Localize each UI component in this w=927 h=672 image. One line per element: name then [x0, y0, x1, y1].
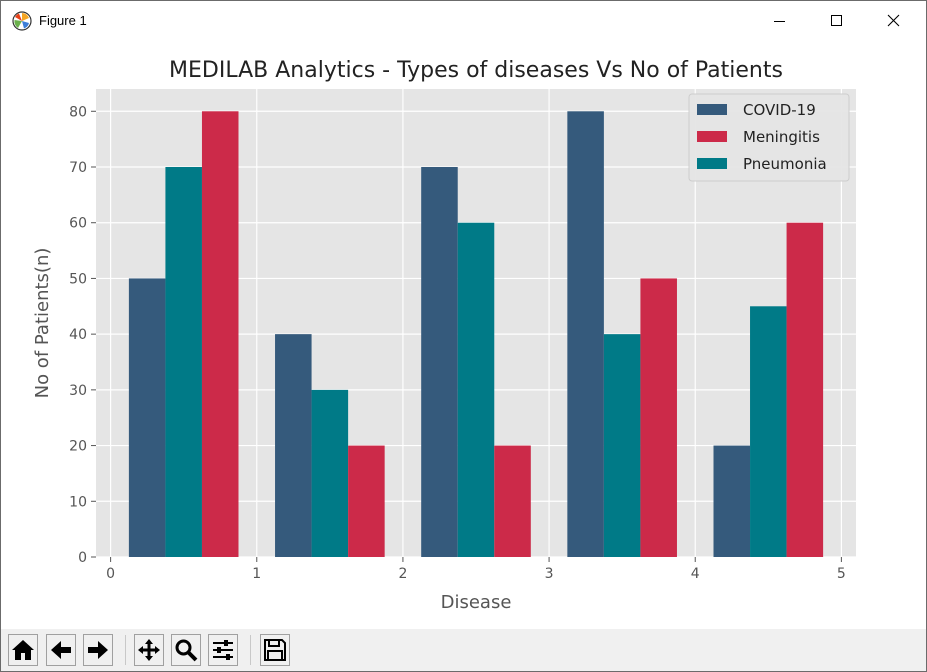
y-axis-ticks: 0 10 20 30 40 50 60 70 80 [69, 104, 96, 566]
legend-swatch [697, 104, 727, 115]
legend-label: Meningitis [743, 128, 820, 146]
bar-covid-19 [713, 445, 751, 557]
y-tick-label: 70 [69, 160, 87, 176]
floppy-disk-icon [264, 639, 286, 661]
bar-covid-19 [128, 278, 166, 557]
bar-pneumonia [165, 167, 202, 557]
x-tick-label: 5 [837, 566, 846, 582]
legend-box [688, 93, 850, 182]
legend: COVID-19 Meningitis Pneumonia [688, 93, 850, 182]
x-axis-label: Disease [441, 592, 512, 613]
y-tick-label: 0 [78, 550, 87, 566]
bar-meningitis [348, 445, 385, 557]
close-icon [887, 14, 900, 27]
minimize-button[interactable] [757, 1, 803, 41]
title-bar: Figure 1 [1, 1, 926, 41]
minimize-icon [774, 21, 785, 22]
chart-title: MEDILAB Analytics - Types of diseases Vs… [169, 58, 783, 83]
arrow-right-icon [88, 641, 108, 659]
bar-covid-19 [421, 167, 458, 557]
home-icon [12, 640, 34, 660]
bar-pneumonia [457, 222, 495, 557]
navigation-toolbar [1, 629, 926, 671]
x-tick-label: 3 [545, 566, 554, 582]
close-button[interactable] [871, 1, 917, 41]
save-button[interactable] [260, 634, 290, 666]
x-tick-label: 2 [398, 566, 407, 582]
window-title: Figure 1 [39, 13, 87, 28]
x-tick-label: 0 [106, 566, 115, 582]
x-tick-label: 4 [691, 566, 700, 582]
legend-label: Pneumonia [743, 155, 827, 173]
magnifier-icon [175, 639, 198, 662]
move-icon [138, 639, 160, 661]
x-tick-label: 1 [252, 566, 261, 582]
bar-meningitis [786, 222, 824, 557]
arrow-left-icon [51, 641, 71, 659]
sliders-icon [213, 640, 233, 660]
bar-meningitis [494, 445, 531, 557]
y-tick-label: 10 [69, 494, 87, 510]
y-tick-label: 50 [69, 271, 87, 287]
bar-meningitis [640, 278, 677, 557]
maximize-button[interactable] [814, 1, 860, 41]
y-tick-label: 20 [69, 439, 87, 455]
bar-covid-19 [275, 334, 312, 557]
matplotlib-logo-icon [12, 11, 32, 31]
maximize-icon [831, 15, 842, 26]
y-tick-label: 40 [69, 327, 87, 343]
toolbar-separator [250, 635, 251, 665]
legend-swatch [697, 131, 727, 142]
y-tick-label: 80 [69, 104, 87, 120]
home-button[interactable] [8, 634, 38, 666]
y-tick-label: 60 [69, 216, 87, 232]
legend-swatch [697, 158, 727, 169]
bar-pneumonia [603, 334, 641, 557]
x-axis-ticks: 0 1 2 3 4 5 [106, 557, 846, 582]
y-axis-label: No of Patients(n) [32, 248, 53, 399]
toolbar-separator [125, 635, 126, 665]
bars-group [128, 111, 824, 558]
subplots-button[interactable] [208, 634, 238, 666]
bar-covid-19 [567, 111, 604, 558]
back-button[interactable] [46, 634, 76, 666]
bar-pneumonia [311, 389, 349, 557]
legend-label: COVID-19 [743, 101, 816, 119]
bar-chart: 0 1 2 3 4 5 0 10 20 30 40 50 60 70 80 MEDILAB Analyti… [32, 58, 856, 613]
forward-button[interactable] [83, 634, 113, 666]
y-tick-label: 30 [69, 383, 87, 399]
bar-meningitis [201, 111, 239, 558]
pan-button[interactable] [134, 634, 164, 666]
bar-pneumonia [750, 306, 787, 557]
zoom-button[interactable] [171, 634, 201, 666]
